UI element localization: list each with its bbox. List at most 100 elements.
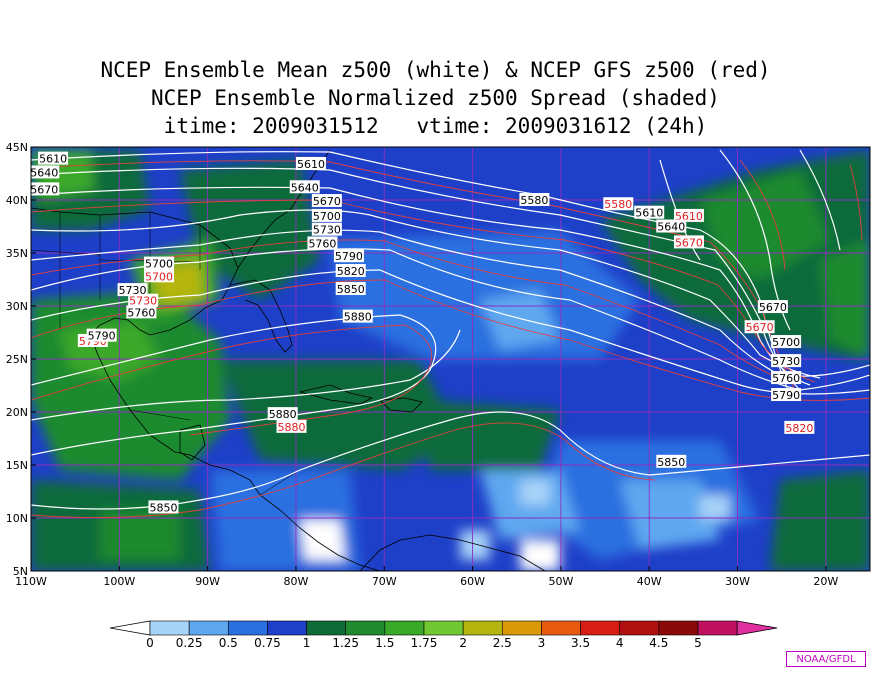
mean-contour-label: 5580	[519, 193, 550, 207]
lat-tick-label: 15N	[6, 459, 28, 472]
mean-contour-label: 5670	[29, 182, 60, 196]
svg-text:5760: 5760	[308, 237, 336, 250]
lon-tick-label: 30W	[725, 575, 750, 588]
svg-text:5670: 5670	[759, 301, 787, 314]
svg-text:5730: 5730	[313, 224, 341, 237]
colorbar-level-label: 5	[694, 636, 702, 650]
colorbar-level-label: 2.5	[492, 636, 512, 650]
lon-tick-label: 40W	[637, 575, 662, 588]
mean-contour-label: 5760	[307, 236, 338, 250]
svg-text:5730: 5730	[129, 295, 157, 308]
lon-tick-label: 60W	[460, 575, 485, 588]
colorbar-swatch	[384, 620, 425, 636]
mean-contour-label: 5610	[38, 151, 69, 166]
colorbar-swatch	[188, 620, 229, 636]
lon-tick-label: 50W	[548, 575, 573, 588]
mean-contour-label: 5760	[126, 305, 157, 319]
mean-contour-label: 5640	[29, 165, 60, 179]
svg-text:5580: 5580	[520, 194, 548, 207]
mean-contour-label: 5700	[771, 335, 802, 349]
gfs-contour-label: 5880	[276, 419, 307, 434]
colorbar-level-label: 0.75	[254, 636, 281, 650]
mean-contour-label: 5670	[757, 300, 788, 314]
mean-contour-label: 5850	[656, 454, 687, 469]
svg-text:5640: 5640	[291, 181, 319, 194]
svg-text:5610: 5610	[635, 207, 663, 220]
lat-tick-label: 10N	[6, 512, 28, 525]
colorbar-swatch	[306, 620, 347, 636]
lon-tick-label: 80W	[284, 575, 309, 588]
colorbar-min-arrow	[109, 620, 151, 636]
svg-text:5700: 5700	[313, 210, 341, 223]
svg-text:5880: 5880	[344, 311, 372, 324]
colorbar-level-label: 3.5	[571, 636, 591, 650]
mean-contour-label: 5760	[771, 371, 802, 385]
colorbar-swatch	[619, 620, 660, 636]
colorbar-level-label: 1.5	[375, 636, 395, 650]
title-line-3: itime: 2009031512 vtime: 2009031612 (24h…	[163, 114, 708, 138]
mean-contour-label: 5820	[335, 264, 366, 278]
svg-text:5850: 5850	[149, 501, 177, 514]
colorbar-swatch	[697, 620, 738, 636]
mean-contour-label: 5790	[86, 328, 117, 343]
svg-text:5580: 5580	[604, 198, 632, 211]
gfs-contour-label: 5670	[744, 320, 775, 334]
colorbar-swatch	[267, 620, 307, 636]
colorbar-level-label: 0.5	[218, 636, 238, 650]
lon-tick-label: 110W	[15, 575, 47, 588]
mean-contour-label: 5790	[333, 249, 364, 263]
gfs-contour-label: 5820	[784, 420, 815, 435]
colorbar-level-label: 4	[615, 636, 624, 650]
lon-tick-label: 90W	[195, 575, 220, 588]
lat-tick-label: 25N	[6, 353, 28, 366]
lon-tick-label: 100W	[103, 575, 135, 588]
gfs-contour-label: 5730	[128, 293, 159, 308]
gfs-contour-label: 5700	[144, 269, 175, 283]
mean-contour-label: 5700	[144, 256, 175, 271]
mean-contour-label: 5640	[289, 180, 320, 194]
lon-tick-label: 70W	[372, 575, 397, 588]
colorbar-swatch	[423, 620, 464, 636]
colorbar-level-label: 2	[459, 636, 467, 650]
svg-text:5790: 5790	[335, 250, 363, 263]
svg-text:5730: 5730	[119, 284, 147, 297]
svg-text:5820: 5820	[785, 422, 813, 435]
colorbar-level-label: 1.75	[410, 636, 438, 650]
colorbar-level-label: 0	[146, 636, 154, 650]
svg-text:5760: 5760	[127, 306, 155, 319]
colorbar-swatch	[345, 620, 386, 636]
colorbar-swatch	[541, 620, 581, 636]
colorbar-swatch	[149, 620, 190, 636]
svg-text:5610: 5610	[297, 158, 325, 171]
svg-text:5700: 5700	[145, 258, 173, 271]
mean-contour-label: 5670	[311, 194, 342, 208]
lat-tick-label: 40N	[6, 194, 28, 207]
ensemble-mean-contours	[31, 149, 870, 510]
svg-text:5850: 5850	[337, 283, 365, 296]
svg-text:5790: 5790	[88, 330, 116, 343]
mean-contour-label: 5610	[295, 156, 326, 171]
credit-badge: NOAA/GFDL	[786, 651, 866, 667]
lat-tick-label: 30N	[6, 300, 28, 313]
mean-contour-label: 5850	[335, 282, 366, 296]
colorbar-level-label: 4.5	[649, 636, 669, 650]
svg-text:5880: 5880	[269, 408, 297, 421]
mean-contour-label: 5880	[342, 309, 373, 324]
mean-contour-label: 5850	[148, 500, 179, 514]
colorbar-swatch	[580, 620, 621, 636]
svg-text:5640: 5640	[657, 221, 685, 234]
title-line-2: NCEP Ensemble Normalized z500 Spread (sh…	[151, 86, 720, 110]
svg-text:5880: 5880	[278, 421, 306, 434]
svg-text:5610: 5610	[39, 153, 67, 166]
mean-contour-label: 5640	[656, 219, 687, 234]
mean-contour-label: 5610	[634, 205, 665, 220]
svg-text:5670: 5670	[675, 236, 703, 249]
colorbar	[109, 620, 778, 636]
lat-tick-label: 45N	[6, 141, 28, 154]
colorbar-max-arrow	[736, 620, 778, 636]
colorbar-swatch	[501, 620, 542, 636]
colorbar-swatch	[658, 620, 699, 636]
mean-contour-label: 5730	[311, 222, 342, 237]
